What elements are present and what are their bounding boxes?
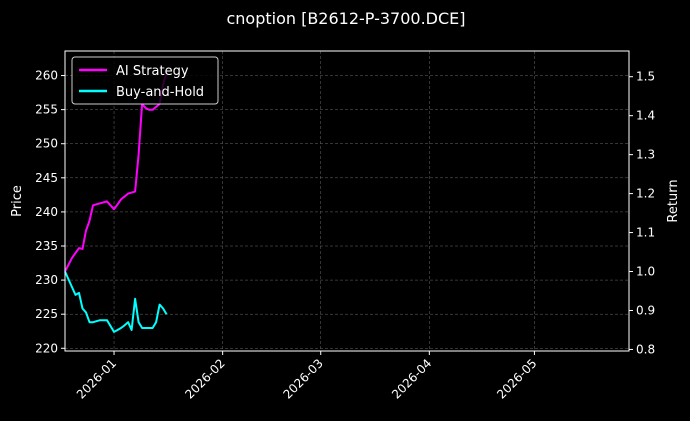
chart-title: cnoption [B2612-P-3700.DCE] <box>226 9 465 28</box>
y-left-tick-label: 245 <box>35 171 58 185</box>
legend-label: Buy-and-Hold <box>116 85 204 100</box>
y-left-tick-label: 230 <box>35 273 58 287</box>
y-right-tick-label: 1.0 <box>636 265 655 279</box>
y-left-tick-label: 235 <box>35 239 58 253</box>
grid <box>65 51 629 351</box>
series-line-ai-strategy <box>64 72 168 272</box>
series-line-buy-and-hold <box>64 271 168 333</box>
y-left-tick-label: 225 <box>35 307 58 321</box>
y-right-tick-label: 0.9 <box>636 303 655 317</box>
y-right-tick-label: 1.3 <box>636 148 655 162</box>
y-left-tick-label: 240 <box>35 205 58 219</box>
y-right-tick-label: 1.5 <box>636 70 655 84</box>
y-right-tick-label: 1.2 <box>636 187 655 201</box>
y-right-tick-label: 1.4 <box>636 109 655 123</box>
right-axis: 0.8 0.9 1.0 1.1 1.2 1.3 1.4 1.5 <box>629 70 655 356</box>
y-left-tick-label: 250 <box>35 137 58 151</box>
y-left-tick-label: 220 <box>35 341 58 355</box>
y-right-tick-label: 1.1 <box>636 226 655 240</box>
y-left-tick-label: 255 <box>35 103 58 117</box>
legend: AI Strategy Buy-and-Hold <box>71 56 219 105</box>
y-axis-right-label: Return <box>666 179 681 222</box>
legend-box <box>71 56 219 105</box>
series-layer <box>64 72 168 333</box>
y-right-tick-label: 0.8 <box>636 342 655 356</box>
left-axis: 220 225 230 235 240 245 250 255 260 <box>35 69 65 355</box>
legend-label: AI Strategy <box>116 64 189 79</box>
plot-frame <box>64 50 630 352</box>
y-axis-left-label: Price <box>10 185 25 217</box>
y-left-tick-label: 260 <box>35 69 58 83</box>
